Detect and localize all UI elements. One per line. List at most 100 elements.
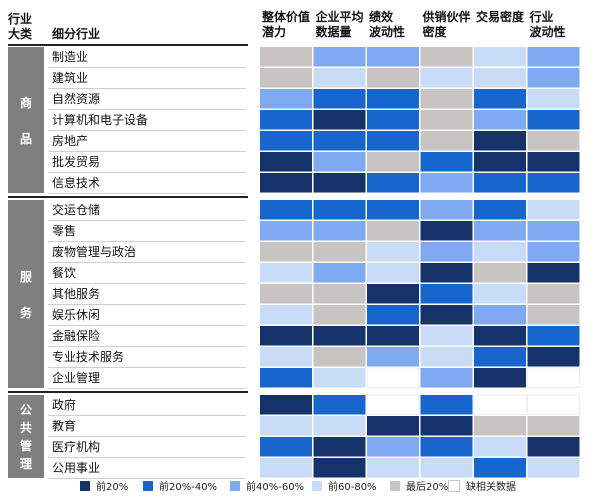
heatmap-cell bbox=[260, 131, 312, 151]
column-header: 行业 波动性 bbox=[529, 10, 566, 39]
heatmap-cell bbox=[527, 347, 580, 367]
heatmap-cell bbox=[260, 326, 312, 346]
heatmap-cell bbox=[366, 394, 420, 415]
row-separator bbox=[48, 262, 246, 263]
row-label: 建筑业 bbox=[52, 71, 89, 85]
legend-swatch bbox=[312, 480, 322, 491]
heatmap-cell bbox=[260, 200, 312, 220]
heatmap-cell bbox=[367, 152, 419, 172]
heatmap-cell bbox=[313, 200, 366, 220]
row-separator bbox=[48, 457, 246, 458]
heatmap-cell bbox=[420, 437, 473, 457]
heatmap-cell bbox=[420, 416, 473, 436]
heatmap-cell bbox=[527, 110, 580, 130]
heatmap-cell bbox=[420, 131, 473, 151]
header-rule bbox=[8, 44, 248, 46]
heatmap-cell bbox=[260, 89, 312, 109]
heatmap-cell bbox=[420, 347, 473, 367]
group-label: 商 品 bbox=[19, 95, 32, 146]
heatmap-cell bbox=[260, 395, 312, 415]
heatmap-cell bbox=[420, 200, 473, 220]
heatmap-cell bbox=[474, 110, 526, 130]
heatmap-cell bbox=[527, 437, 580, 457]
row-separator bbox=[48, 283, 246, 284]
row-separator bbox=[48, 388, 246, 389]
group-separator bbox=[8, 196, 248, 198]
heatmap-cell bbox=[474, 416, 526, 436]
heatmap-cell bbox=[420, 110, 473, 130]
heatmap-cell bbox=[527, 305, 580, 325]
heatmap-cell bbox=[474, 347, 526, 367]
heatmap-cell bbox=[527, 47, 580, 67]
heatmap-cell bbox=[367, 89, 419, 109]
heatmap-cell bbox=[313, 152, 366, 172]
row-separator bbox=[48, 304, 246, 305]
legend-label: 最后20% bbox=[406, 482, 449, 493]
heatmap-cell bbox=[367, 326, 419, 346]
heatmap-cell bbox=[313, 110, 366, 130]
legend-item: 前60-80% bbox=[312, 478, 377, 493]
heatmap-cell bbox=[367, 110, 419, 130]
header-sub-industry: 细分行业 bbox=[52, 27, 101, 41]
heatmap-cell bbox=[474, 131, 526, 151]
heatmap-cell bbox=[527, 284, 580, 304]
heatmap-cell bbox=[367, 242, 419, 262]
legend-swatch bbox=[390, 480, 400, 491]
heatmap-cell bbox=[367, 305, 419, 325]
heatmap-cell bbox=[260, 305, 312, 325]
heatmap-cell bbox=[527, 173, 580, 193]
heatmap-cell bbox=[420, 284, 473, 304]
row-separator bbox=[48, 367, 246, 368]
row-label: 餐饮 bbox=[52, 266, 77, 280]
heatmap-cell bbox=[474, 458, 526, 478]
row-label: 计算机和电子设备 bbox=[52, 113, 149, 127]
heatmap-cell bbox=[313, 263, 366, 283]
legend-item: 前20% bbox=[80, 478, 128, 493]
heatmap-cell bbox=[527, 416, 580, 436]
heatmap-cell bbox=[260, 368, 312, 388]
column-header: 绩效 波动性 bbox=[369, 10, 406, 39]
row-label: 教育 bbox=[52, 419, 77, 433]
row-separator bbox=[48, 130, 246, 131]
row-separator bbox=[48, 109, 246, 110]
row-separator bbox=[48, 478, 246, 479]
heatmap-cell bbox=[367, 221, 419, 241]
legend-item: 最后20% bbox=[390, 478, 448, 493]
row-label: 医疗机构 bbox=[52, 440, 101, 454]
heatmap-cell bbox=[366, 367, 420, 388]
row-label: 零售 bbox=[52, 224, 77, 238]
heatmap-cell bbox=[313, 68, 366, 88]
heatmap-cell bbox=[420, 368, 473, 388]
heatmap-cell bbox=[527, 263, 580, 283]
legend-item: 前40%-60% bbox=[230, 478, 304, 493]
heatmap-cell bbox=[313, 284, 366, 304]
row-separator bbox=[48, 325, 246, 326]
row-separator bbox=[48, 436, 246, 437]
column-header: 交易密度 bbox=[476, 10, 525, 24]
legend-swatch bbox=[143, 480, 153, 491]
header-industry-category: 行业 大类 bbox=[8, 12, 33, 41]
heatmap-cell bbox=[367, 347, 419, 367]
heatmap-cell bbox=[420, 326, 473, 346]
heatmap-cell bbox=[527, 200, 580, 220]
heatmap-cell bbox=[313, 368, 366, 388]
heatmap-cell bbox=[527, 394, 580, 415]
row-label: 企业管理 bbox=[52, 371, 101, 385]
group-label: 公 共 管 理 bbox=[19, 403, 32, 471]
row-label: 制造业 bbox=[52, 50, 89, 64]
row-separator bbox=[48, 241, 246, 242]
heatmap-cell bbox=[367, 200, 419, 220]
heatmap-cell bbox=[420, 89, 473, 109]
legend-label: 前20%-40% bbox=[159, 482, 218, 493]
row-separator bbox=[48, 67, 246, 68]
heatmap-cell bbox=[527, 221, 580, 241]
heatmap-cell bbox=[474, 368, 526, 388]
row-separator bbox=[48, 346, 246, 347]
heatmap-cell bbox=[313, 305, 366, 325]
legend-swatch bbox=[230, 480, 240, 491]
heatmap-cell bbox=[313, 437, 366, 457]
heatmap-cell bbox=[367, 458, 419, 478]
heatmap-cell bbox=[474, 68, 526, 88]
row-label: 公用事业 bbox=[52, 461, 101, 475]
heatmap-cell bbox=[313, 326, 366, 346]
